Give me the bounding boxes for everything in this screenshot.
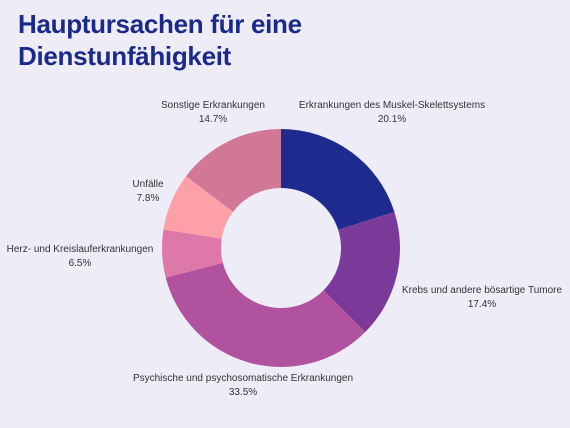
donut-slices [162, 129, 401, 368]
slice-value-4: 6.5% [69, 258, 92, 269]
slice-value-1: 20.1% [378, 114, 406, 125]
slice-1 [281, 129, 395, 230]
chart-title-line-1: Hauptursachen für eine [18, 9, 302, 39]
slice-value-5: 7.8% [137, 193, 160, 204]
slice-6 [186, 129, 281, 212]
slice-label-6: Sonstige Erkrankungen [161, 100, 265, 111]
slice-value-3: 33.5% [229, 387, 257, 398]
slice-label-5: Unfälle [132, 179, 164, 190]
chart-title-line-2: Dienstunfähigkeit [18, 41, 232, 71]
slice-5 [163, 176, 234, 239]
slice-2 [323, 211, 401, 333]
slice-labels: Erkrankungen des Muskel-Skelettsystems 20… [7, 100, 563, 398]
slice-label-3: Psychische und psychosomatische Erkranku… [133, 373, 353, 384]
slice-4 [162, 229, 223, 278]
slice-value-6: 14.7% [199, 114, 227, 125]
slice-value-2: 17.4% [468, 299, 496, 310]
slice-label-1: Erkrankungen des Muskel-Skelettsystems [299, 100, 485, 111]
slice-3 [165, 262, 366, 368]
slice-label-4: Herz- und Kreislauferkrankungen [7, 244, 154, 255]
slice-label-2: Krebs und andere bösartige Tumore [402, 285, 563, 296]
chart-title: Hauptursachen für eine Dienstunfähigkeit [18, 8, 438, 72]
